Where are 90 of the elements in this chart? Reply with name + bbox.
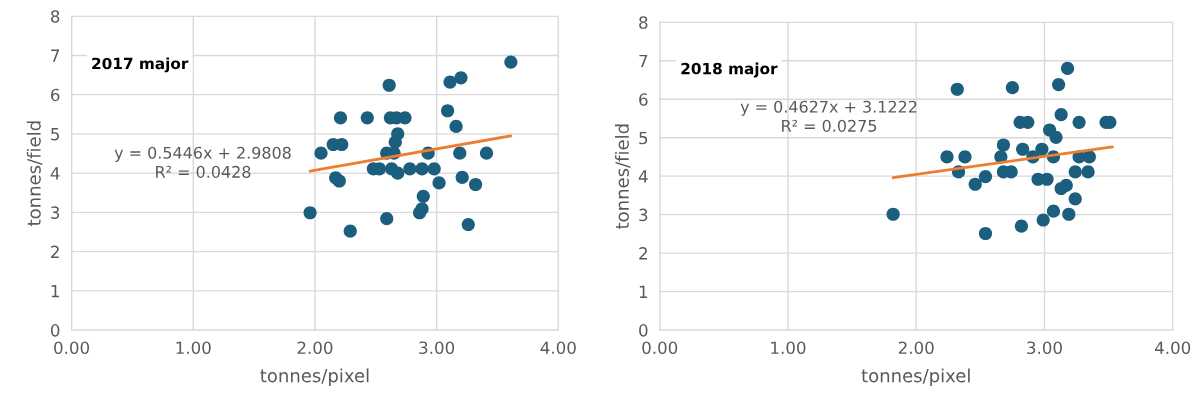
x-axis-title: tonnes/pixel xyxy=(260,368,369,386)
point xyxy=(432,176,446,190)
point xyxy=(360,111,374,125)
y-tick-label: 6 xyxy=(639,93,648,106)
point xyxy=(968,177,982,191)
y-tick-label: 2 xyxy=(51,245,59,258)
point xyxy=(415,162,429,176)
point xyxy=(940,150,954,164)
point xyxy=(468,177,483,192)
y-tick-label: 1 xyxy=(639,285,648,298)
point xyxy=(978,169,993,184)
point xyxy=(314,146,328,160)
point xyxy=(1060,61,1075,76)
point xyxy=(416,189,430,203)
x-tick-label: 3.00 xyxy=(1027,341,1062,355)
y-tick-label: 0 xyxy=(50,324,60,337)
y-tick-label: 0 xyxy=(639,324,648,337)
point xyxy=(455,170,469,185)
point xyxy=(1035,142,1049,156)
point xyxy=(343,224,357,238)
point xyxy=(382,78,396,92)
point xyxy=(479,146,494,160)
y-tick-label: 5 xyxy=(639,131,648,145)
point xyxy=(1049,130,1063,144)
point xyxy=(453,146,467,160)
point xyxy=(1014,219,1028,233)
point xyxy=(978,226,993,241)
point xyxy=(1036,213,1050,227)
point xyxy=(1040,172,1054,186)
point xyxy=(413,206,427,220)
x-tick-label: 4.00 xyxy=(1154,341,1191,355)
x-tick-label: 2.00 xyxy=(898,341,934,355)
point xyxy=(958,150,972,164)
point xyxy=(1068,192,1082,206)
point xyxy=(403,162,417,176)
point xyxy=(996,138,1011,152)
x-tick-label: 3.00 xyxy=(419,341,455,355)
point xyxy=(1016,142,1030,156)
y-tick-label: 7 xyxy=(51,49,60,62)
x-tick-label: 2.00 xyxy=(297,341,333,355)
point xyxy=(388,135,402,149)
point xyxy=(1082,150,1096,164)
point xyxy=(303,206,317,220)
point xyxy=(335,137,349,152)
point xyxy=(1062,207,1076,221)
point xyxy=(441,104,455,118)
point xyxy=(391,166,405,180)
x-tick-label: 0.00 xyxy=(642,341,678,355)
y-tick-label: 7 xyxy=(639,54,648,68)
point xyxy=(950,82,964,96)
point xyxy=(1046,204,1061,218)
y-tick-label: 1 xyxy=(51,285,59,298)
point xyxy=(454,71,468,85)
y-tick-label: 8 xyxy=(50,10,60,23)
y-tick-label: 8 xyxy=(639,16,648,29)
x-axis-title: tonnes/pixel xyxy=(861,368,970,386)
point xyxy=(443,75,457,89)
y-tick-label: 3 xyxy=(639,208,648,222)
x-tick-label: 1.00 xyxy=(176,341,211,355)
point xyxy=(398,111,412,125)
y-tick-label: 6 xyxy=(51,88,60,102)
point xyxy=(1054,108,1068,122)
point xyxy=(1051,78,1066,92)
point xyxy=(427,162,441,176)
text: 2017 major xyxy=(92,57,189,73)
point xyxy=(1068,165,1082,179)
point xyxy=(1005,81,1019,95)
annotation: y = 0.4627x + 3.1222 R² = 0.0275 xyxy=(740,100,917,132)
x-tick-label: 4.00 xyxy=(540,341,576,355)
text: 2018 major xyxy=(681,62,778,78)
point xyxy=(886,207,900,221)
point xyxy=(1021,115,1035,129)
x-tick-label: 0.00 xyxy=(54,341,90,355)
y-tick-label: 2 xyxy=(639,247,647,260)
point xyxy=(1081,165,1095,179)
point xyxy=(1072,115,1086,129)
point xyxy=(380,212,394,226)
point xyxy=(461,217,475,232)
annotation: y = 0.5446x + 2.9808 R² = 0.0428 xyxy=(114,146,291,178)
point xyxy=(449,119,463,134)
y-tick-label: 4 xyxy=(50,167,60,180)
y-axis-title: tonnes/field xyxy=(26,121,43,226)
x-tick-label: 1.00 xyxy=(771,341,806,355)
y-axis-title: tonnes/field xyxy=(614,124,631,229)
point xyxy=(1059,178,1073,192)
y-tick-label: 4 xyxy=(638,170,648,183)
point xyxy=(333,111,348,125)
point xyxy=(504,55,518,69)
y-tick-label: 3 xyxy=(51,206,60,219)
y-tick-label: 5 xyxy=(51,128,60,141)
